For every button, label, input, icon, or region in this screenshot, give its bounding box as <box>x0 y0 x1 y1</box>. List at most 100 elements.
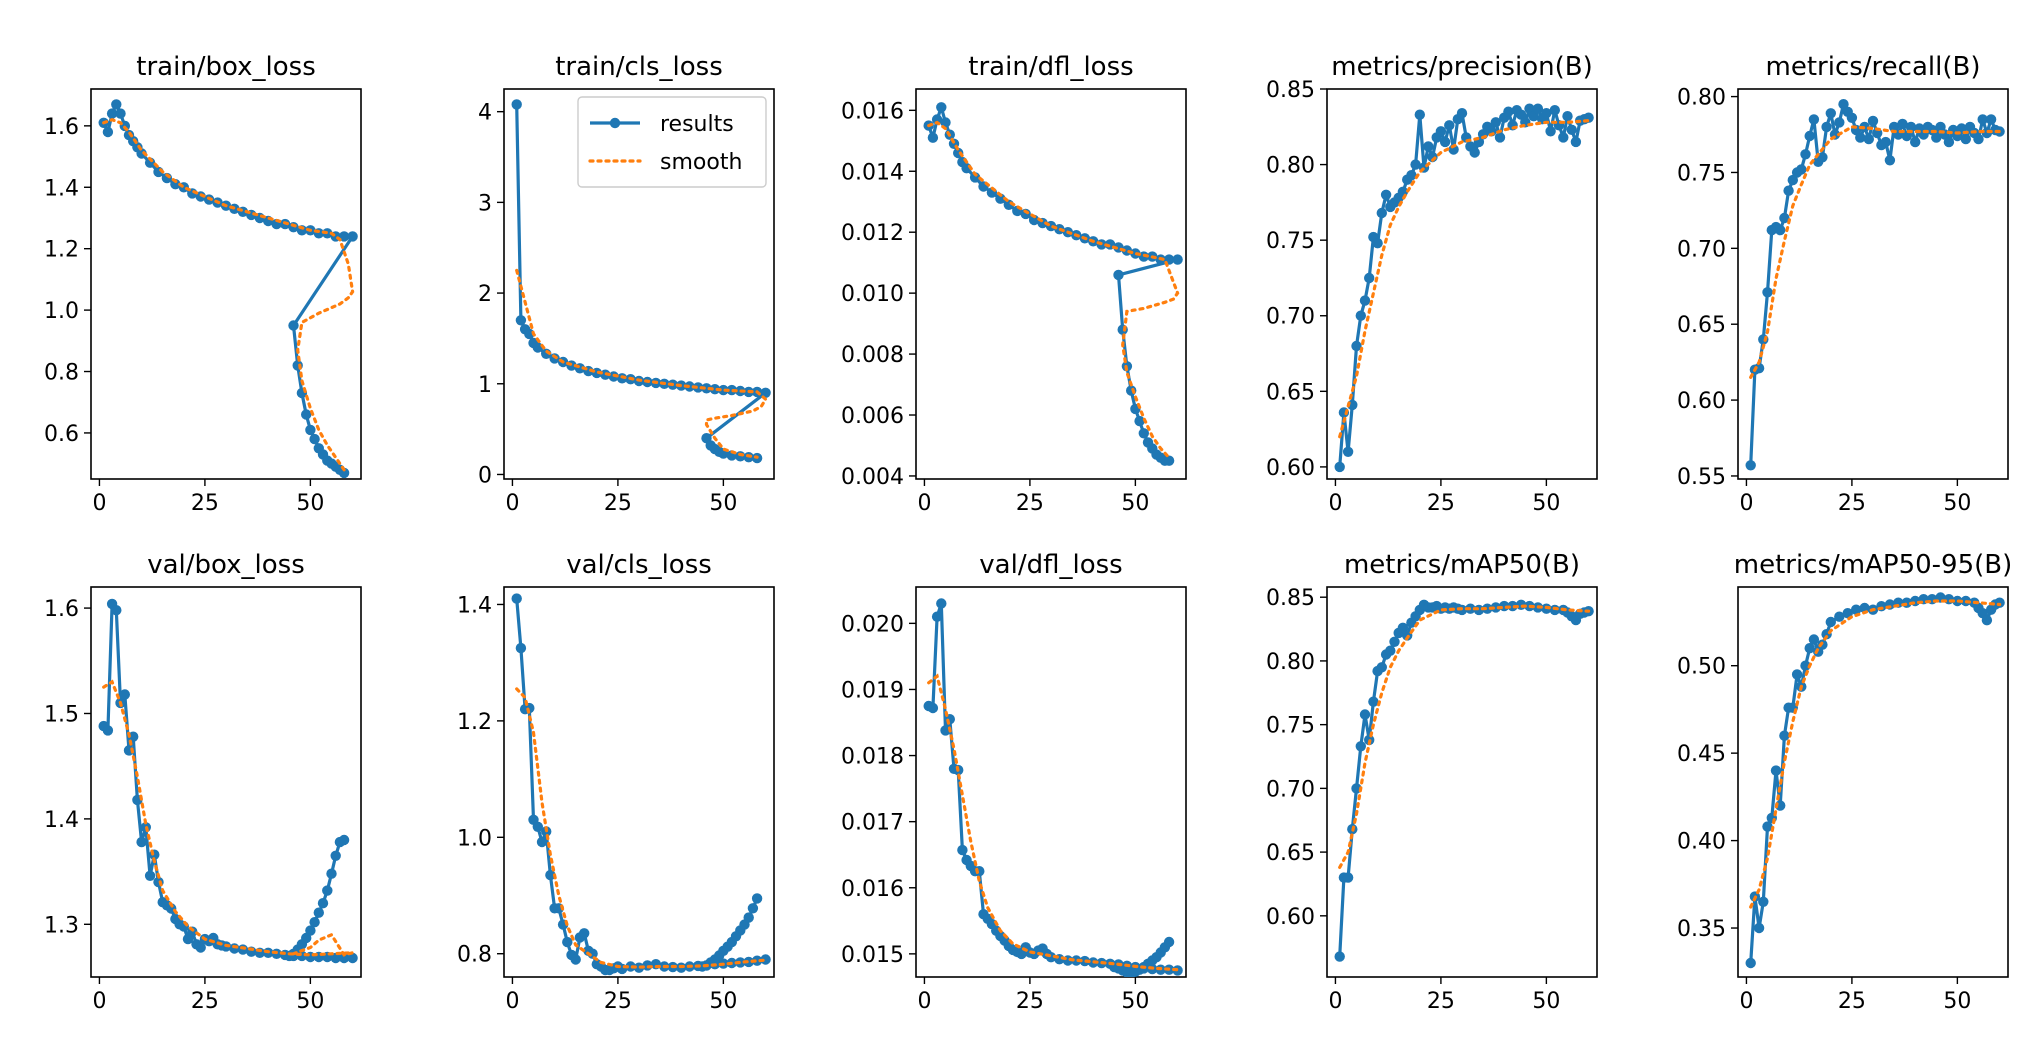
data-point <box>309 917 320 928</box>
data-point <box>1808 114 1820 125</box>
data-point <box>1359 709 1371 720</box>
data-point <box>1490 117 1502 128</box>
y-tick-label: 0.020 <box>841 612 904 637</box>
data-point <box>305 925 316 936</box>
data-point <box>1562 111 1573 122</box>
data-point <box>1334 461 1345 473</box>
x-tick-label: 50 <box>1943 989 1971 1014</box>
data-point <box>1897 118 1908 130</box>
data-point <box>1834 611 1845 622</box>
data-point <box>347 952 358 964</box>
x-tick-label: 0 <box>1328 491 1342 516</box>
plot-area <box>511 99 771 464</box>
data-point <box>931 611 943 622</box>
y-tick-label: 0.55 <box>1677 465 1726 490</box>
y-tick-label: 4 <box>478 101 492 126</box>
data-point <box>144 870 156 881</box>
data-point <box>195 191 206 202</box>
x-tick-label: 50 <box>709 989 737 1014</box>
data-point <box>511 593 522 604</box>
plot-area <box>923 598 1183 977</box>
axes-frame <box>503 586 775 978</box>
data-point <box>1342 446 1354 457</box>
y-tick-label: 1.3 <box>44 913 79 938</box>
y-tick-label: 0.70 <box>1266 305 1315 330</box>
chart-train-cls-loss: train/cls_loss 0 25 50 0 1 2 3 4 results smooth <box>478 52 775 516</box>
x-tick-label: 25 <box>604 491 632 516</box>
series-line-results <box>1338 603 1590 957</box>
data-point <box>532 342 543 353</box>
data-point <box>1355 741 1367 752</box>
y-tick-label: 1.4 <box>44 176 79 201</box>
data-point <box>760 387 771 398</box>
data-point <box>1910 136 1921 148</box>
y-tick-label: 0.008 <box>841 343 904 368</box>
chart-title: metrics/precision(B) <box>1331 52 1592 82</box>
data-point <box>1753 922 1765 934</box>
x-tick-label: 0 <box>1328 989 1342 1014</box>
y-tick-label: 0.80 <box>1677 86 1726 111</box>
data-point <box>1482 603 1493 614</box>
series-line-smooth <box>927 120 1180 460</box>
plot-area <box>1334 599 1594 962</box>
data-point <box>119 689 130 700</box>
data-point <box>1745 957 1756 969</box>
data-point <box>1435 126 1447 137</box>
data-point <box>743 912 754 923</box>
data-point <box>1351 340 1362 352</box>
y-tick-label: 0.8 <box>44 361 79 386</box>
data-point <box>1028 214 1040 226</box>
data-point <box>1800 149 1811 160</box>
y-tick-label: 0.8 <box>457 943 492 968</box>
data-point <box>102 725 114 736</box>
data-point <box>1385 645 1396 656</box>
chart-train-box-loss: train/box_loss 0 25 50 0.6 0.8 1.0 1.2 1.4 1.6 <box>44 52 362 516</box>
data-point <box>111 605 122 616</box>
plot-area <box>1745 99 2005 471</box>
series-line-smooth <box>1749 599 2002 909</box>
y-tick-label: 0.014 <box>841 160 904 185</box>
data-point <box>1935 121 1946 133</box>
x-tick-label: 0 <box>92 491 106 516</box>
chart-title: metrics/mAP50-95(B) <box>1734 550 2013 580</box>
x-tick-label: 0 <box>505 491 519 516</box>
legend-label-smooth: smooth <box>660 150 742 175</box>
data-point <box>515 642 527 654</box>
data-point <box>1355 310 1367 321</box>
data-point <box>1163 936 1175 948</box>
series-line-smooth <box>515 687 768 969</box>
y-tick-label: 0.004 <box>841 465 904 490</box>
series-line-results <box>1749 595 2001 964</box>
x-tick-label: 25 <box>1016 989 1044 1014</box>
y-tick-label: 1.4 <box>44 808 79 833</box>
series-line-smooth <box>927 673 1180 972</box>
series-line-smooth <box>1338 604 1591 870</box>
data-point <box>136 148 147 159</box>
data-point <box>1515 109 1527 120</box>
data-point <box>102 126 114 138</box>
data-point <box>1071 955 1082 966</box>
data-point <box>338 834 350 846</box>
legend-marker-results <box>609 117 621 129</box>
axes-frame <box>1326 586 1598 978</box>
series-line-results <box>1338 107 1590 468</box>
y-tick-label: 1 <box>478 373 492 398</box>
data-point <box>1838 99 1849 110</box>
data-point <box>136 836 147 848</box>
y-tick-label: 1.2 <box>44 238 79 263</box>
data-point <box>326 868 337 879</box>
data-point <box>1117 324 1128 335</box>
x-tick-label: 50 <box>1121 989 1149 1014</box>
data-point <box>1791 669 1803 680</box>
y-tick-label: 3 <box>478 191 492 216</box>
chart-title: train/dfl_loss <box>968 52 1133 82</box>
data-point <box>1779 730 1790 741</box>
data-point <box>1469 147 1480 158</box>
data-point <box>1931 132 1942 143</box>
series-line-results <box>515 598 768 972</box>
data-point <box>1456 108 1468 119</box>
data-point <box>1490 602 1502 613</box>
data-point <box>1372 238 1383 249</box>
data-point <box>936 598 947 609</box>
data-point <box>1334 951 1345 962</box>
